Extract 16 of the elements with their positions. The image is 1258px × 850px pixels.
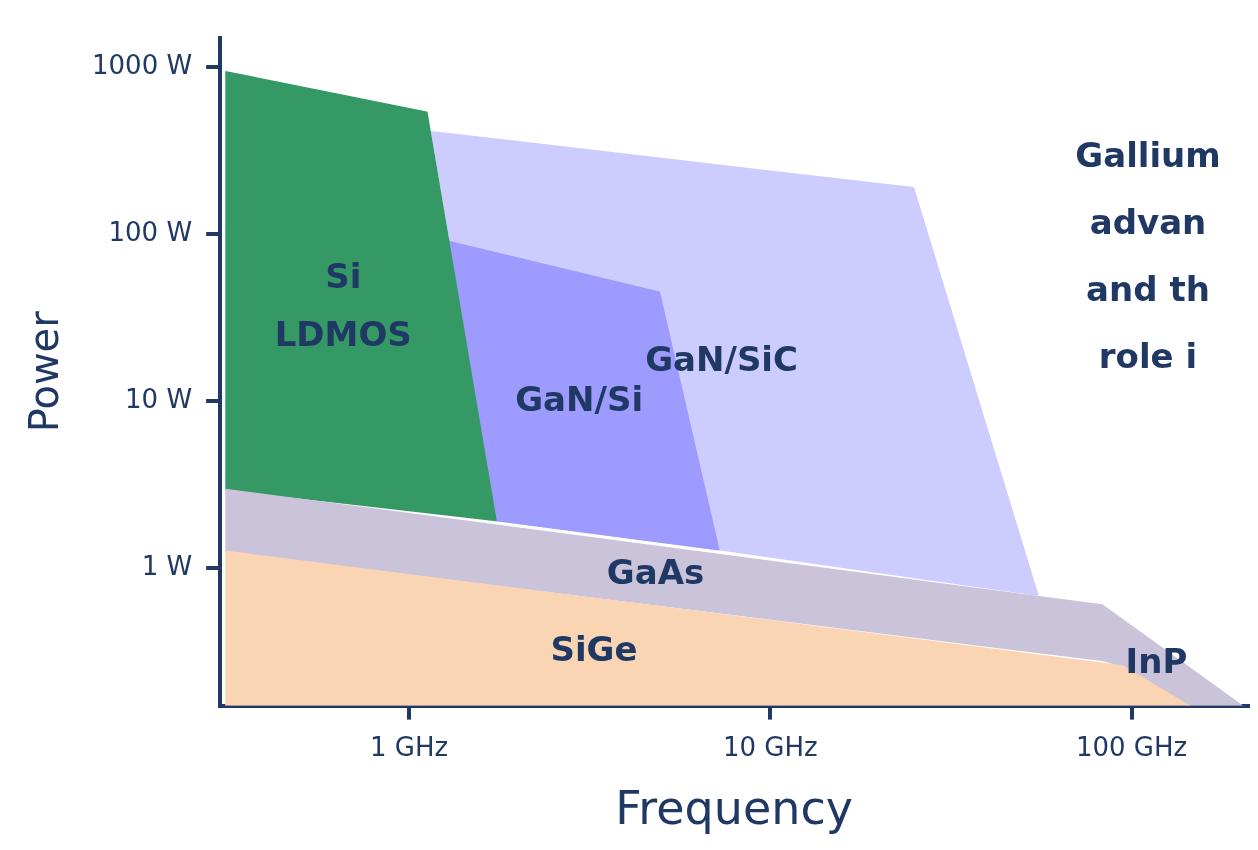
y-tick-label: 1 W [141, 550, 193, 581]
x-tick-label: 100 GHz [1075, 731, 1188, 762]
annotation: Gallium advan and th role i [1075, 134, 1221, 376]
x-tick-label: 1 GHz [369, 731, 449, 762]
y-axis-title: Power [21, 310, 68, 433]
x-axis-title: Frequency [615, 781, 853, 836]
series-label: GaAs [606, 552, 705, 593]
series-label: InP [1125, 641, 1188, 682]
y-tick-label: 10 W [125, 383, 193, 414]
series-label: SiGe [550, 628, 638, 669]
x-tick-label: 10 GHz [722, 731, 818, 762]
series-label: GaN/Si [515, 379, 644, 420]
y-tick-label: 1000 W [92, 50, 193, 81]
series-label: Si LDMOS [274, 256, 412, 355]
y-tick-label: 100 W [108, 217, 193, 248]
series-label: GaN/SiC [645, 338, 798, 379]
